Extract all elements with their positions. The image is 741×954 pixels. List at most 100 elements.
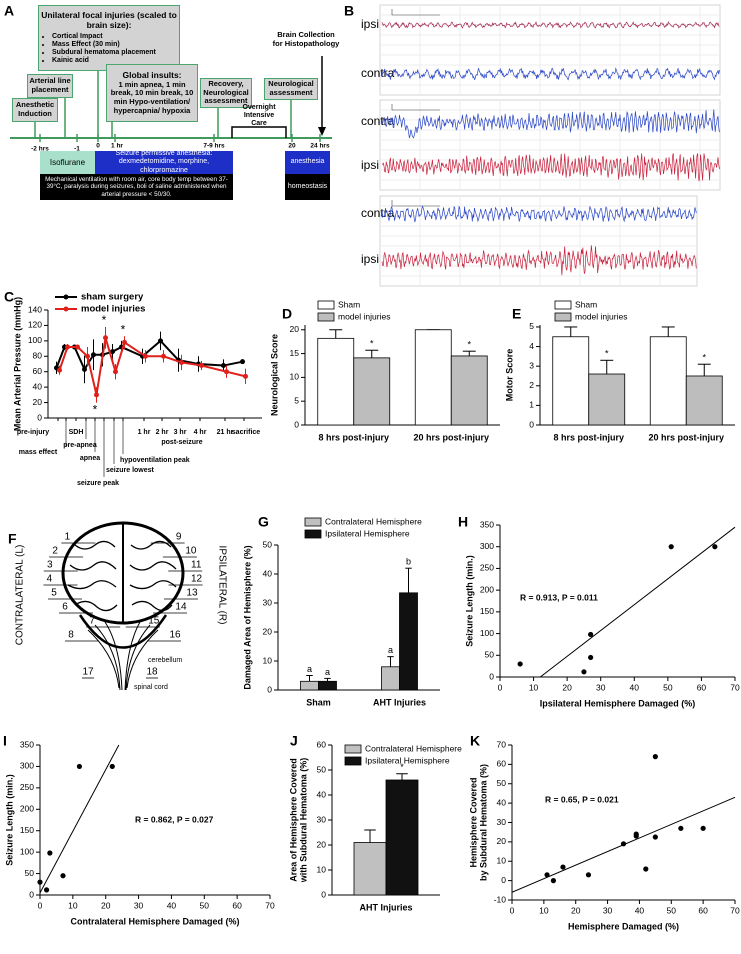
region-label: 5 xyxy=(51,588,57,599)
annotation: a xyxy=(307,664,312,674)
x-tick-label: 20 xyxy=(101,900,111,910)
x-tick-label: 4 hr xyxy=(194,429,207,436)
induction-box: Anesthetic Induction xyxy=(12,98,58,122)
cerebellum-outline xyxy=(78,614,168,649)
isoflurane-band: Isoflurane xyxy=(40,151,95,174)
y-tick-label: 200 xyxy=(20,804,34,814)
point xyxy=(122,339,127,345)
x-tick-label: 8 hrs post-injury xyxy=(553,432,624,442)
legend-label: Sham xyxy=(575,299,597,309)
box-title: Global insults: xyxy=(122,69,182,80)
x-tick-label: 70 xyxy=(265,900,275,910)
x-tick-label: 0 xyxy=(498,682,503,692)
point xyxy=(179,359,184,365)
timeline-axis xyxy=(10,71,332,142)
y-tick-label: 20 xyxy=(263,626,273,636)
y-tick-label: 200 xyxy=(480,584,494,594)
x-tick-label: 60 xyxy=(697,682,707,692)
injury-list: Cortical Impact Mass Effect (30 min) Sub… xyxy=(52,33,178,65)
y-tick-label: 3 xyxy=(529,360,534,370)
point xyxy=(75,344,80,350)
legend-swatch xyxy=(317,312,335,322)
point xyxy=(240,359,245,365)
bar xyxy=(552,336,590,426)
point xyxy=(113,369,118,375)
bar xyxy=(685,375,723,426)
region-label: 11 xyxy=(191,560,202,571)
panel-letter: G xyxy=(258,514,269,530)
box-text: 1 min apnea, 1 min break, 10 min break, … xyxy=(110,79,194,115)
y-tick-label: 10 xyxy=(263,655,273,665)
series-line xyxy=(55,339,243,372)
x-tick-label: 70 xyxy=(730,905,740,915)
y-tick-label: 60 xyxy=(317,739,327,749)
bar xyxy=(317,337,355,426)
x-tick-label: AHT Injuries xyxy=(373,697,426,707)
eeg-trace xyxy=(381,109,720,139)
right-label: IPSILATERAL (R) xyxy=(216,546,227,625)
y-tick-label: 40 xyxy=(317,789,327,799)
annotation: * xyxy=(400,762,404,772)
y-tick-label: 2 xyxy=(529,380,534,390)
panel-letter: I xyxy=(3,733,7,749)
panel-letter: H xyxy=(458,514,468,530)
timeline-tick-label: 24 hrs xyxy=(310,143,330,150)
point xyxy=(109,763,115,770)
x-axis-label: Hemisphere Damaged (%) xyxy=(568,921,679,931)
x-tick-label: 0 xyxy=(510,905,515,915)
y-tick-label: 10 xyxy=(317,864,327,874)
list-item: Mass Effect (30 min) xyxy=(52,41,178,49)
y-tick-label: 60 xyxy=(33,366,43,376)
x-tick-label: hypoventilation peak xyxy=(120,457,190,464)
region-label: 18 xyxy=(146,667,158,678)
point xyxy=(585,872,592,878)
stat-annotation: R = 0.862, P = 0.027 xyxy=(135,814,214,824)
y-axis-label: by Subdural Hematoma (%) xyxy=(478,764,488,881)
timeline-tick-label: -2 hrs xyxy=(31,146,49,153)
x-tick-label: 20 xyxy=(571,905,581,915)
band-text: homeostasis xyxy=(287,182,328,190)
eeg-trace xyxy=(381,153,720,182)
point xyxy=(550,878,557,884)
y-tick-label: 0 xyxy=(489,671,494,681)
panel-letter: K xyxy=(470,733,480,749)
y-tick-label: 10 xyxy=(290,372,300,382)
x-tick-label: 2 hr xyxy=(156,429,169,436)
bracket xyxy=(231,126,287,138)
band-text: anesthesia xyxy=(290,158,325,166)
y-tick-label: 350 xyxy=(480,519,494,529)
point xyxy=(652,834,658,840)
y-tick-label: 300 xyxy=(20,761,34,771)
point xyxy=(143,353,148,359)
y-tick-label: 30 xyxy=(497,817,507,827)
y-tick-label: 120 xyxy=(28,320,42,330)
trend-line xyxy=(39,744,120,894)
y-tick-label: 150 xyxy=(20,825,34,835)
point xyxy=(76,763,83,770)
legend-marker xyxy=(63,294,69,300)
point xyxy=(588,631,594,638)
x-tick-label: 30 xyxy=(596,682,606,692)
trace-label: contra xyxy=(361,206,395,220)
legend-marker xyxy=(63,306,69,312)
x-tick-label: 10 xyxy=(68,900,78,910)
legend-label: model injuries xyxy=(81,304,145,315)
region-label: 12 xyxy=(191,574,203,585)
y-axis-label: Motor Score xyxy=(504,349,514,402)
bar xyxy=(588,373,626,426)
point xyxy=(82,366,87,372)
band-text: Mechanical ventilation with room air, co… xyxy=(45,176,228,198)
y-tick-label: 10 xyxy=(497,856,507,866)
x-tick-label: 10 xyxy=(529,682,539,692)
y-tick-label: 4 xyxy=(529,341,534,351)
x-tick-label: apnea xyxy=(80,455,100,462)
point xyxy=(517,661,523,667)
y-axis-label: Area of Hemisphere Covered xyxy=(288,758,298,882)
brain-diagram xyxy=(43,521,203,691)
legend-label: sham surgery xyxy=(81,292,144,303)
eeg-trace xyxy=(381,205,697,223)
global-box: Global insults: 1 min apnea, 1 min break… xyxy=(106,64,198,122)
region-label: 10 xyxy=(185,546,197,557)
x-tick-label: sacrifice xyxy=(232,429,261,436)
x-tick-label: AHT Injuries xyxy=(359,902,412,912)
